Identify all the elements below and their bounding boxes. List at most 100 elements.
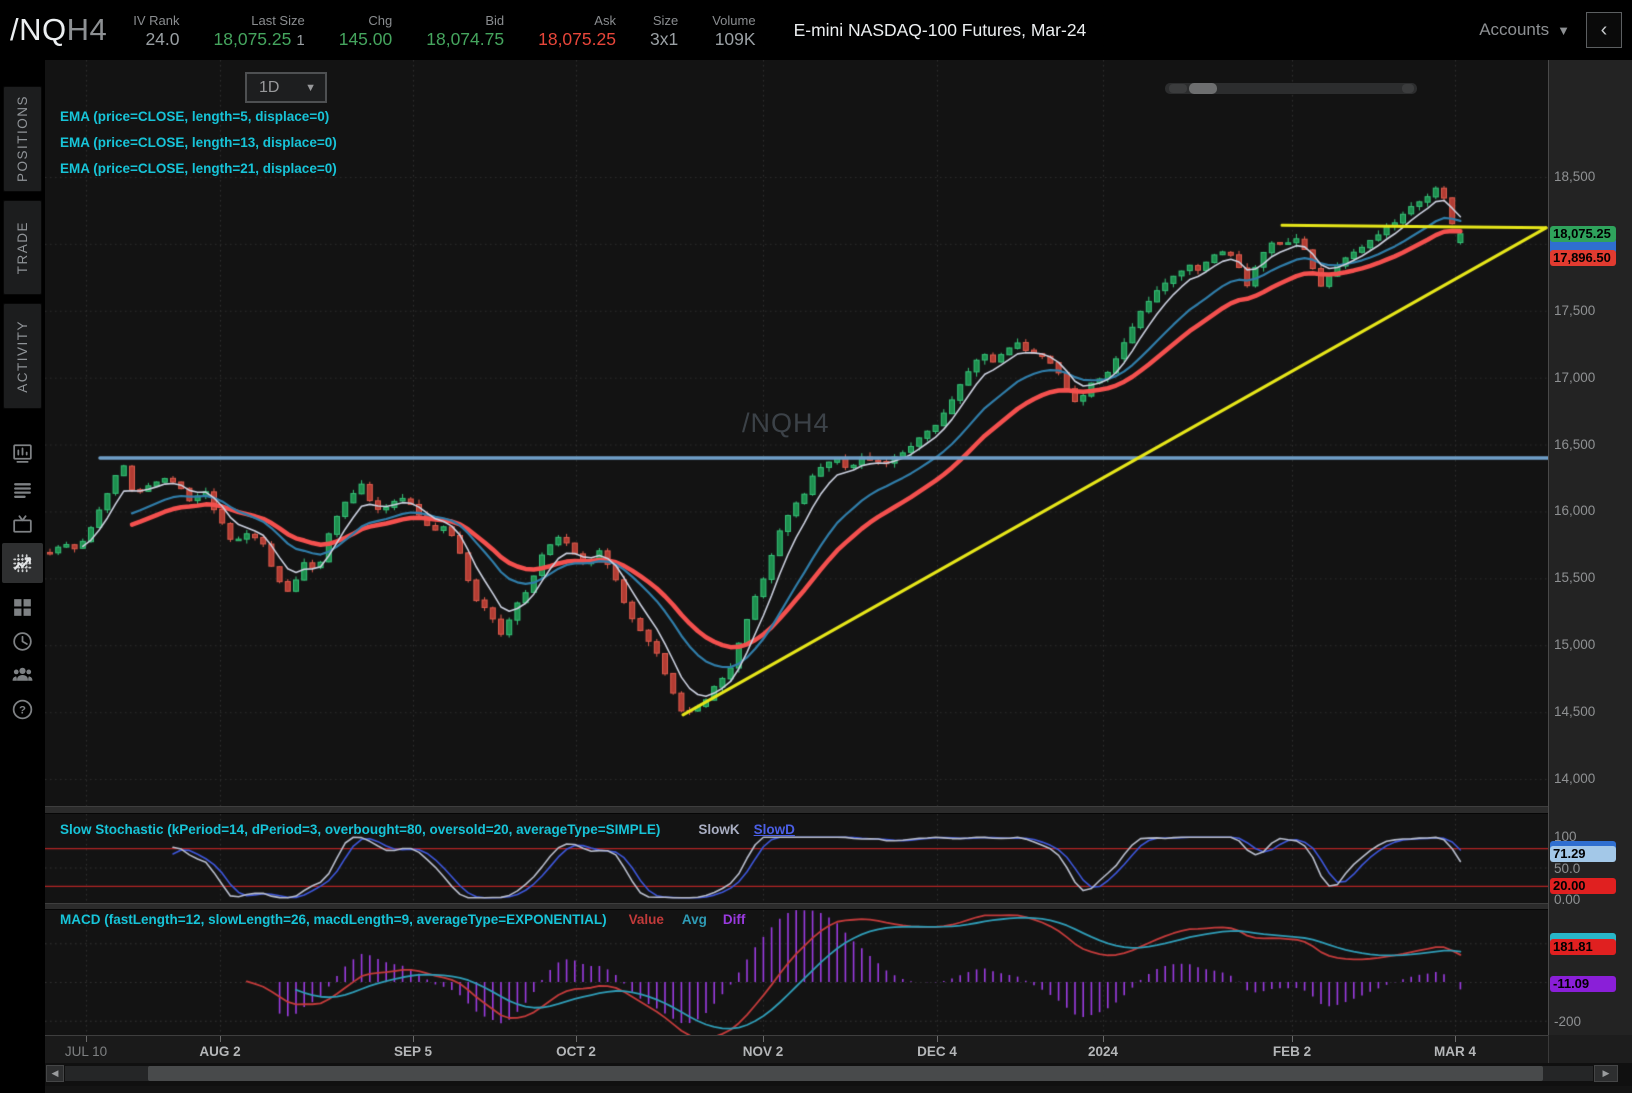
stat-value-size: 3x1 [649, 28, 679, 49]
stat-value-chg: 145.00 [338, 28, 393, 49]
timeframe-value: 1D [259, 78, 280, 96]
symbol-root: /NQ [10, 12, 67, 47]
stat-value-iv-rank: 24.0 [145, 28, 180, 49]
price-tick-15000: 15,000 [1554, 637, 1596, 653]
time-tick-mar-4: MAR 4 [1433, 1044, 1477, 1059]
time-tick-sep-5: SEP 5 [393, 1044, 433, 1059]
oversold-badge: 20.00 [1550, 878, 1616, 895]
price-tick-14500: 14,500 [1554, 704, 1596, 720]
people-icon[interactable] [0, 657, 45, 691]
accounts-dropdown[interactable]: Accounts ▼ [1479, 20, 1570, 40]
sidebar-tab-trade[interactable]: TRADE [3, 200, 42, 295]
time-tick-dec-4: DEC 4 [917, 1044, 957, 1059]
time-tick-mark [1455, 1036, 1456, 1042]
news-chart-icon[interactable] [0, 435, 45, 469]
instrument-title: E-mini NASDAQ-100 Futures, Mar-24 [793, 19, 1087, 40]
price-tick-17000: 17,000 [1554, 369, 1596, 385]
help-icon[interactable]: ? [0, 692, 45, 726]
sidebar-tab-label: ACTIVITY [15, 319, 30, 393]
time-tick-mark [413, 1036, 414, 1042]
grid-icon[interactable] [0, 590, 45, 624]
time-tick-mark [1103, 1036, 1104, 1042]
stoch-tick-50: 50.0 [1554, 860, 1581, 876]
pane-divider-2[interactable] [45, 903, 1548, 910]
time-tick-mark [86, 1036, 87, 1042]
zoom-slider-segment [1169, 84, 1187, 93]
chart-grid-icon[interactable] [2, 543, 43, 583]
macd-legend-row: MACD (fastLength=12, slowLength=26, macd… [60, 912, 745, 927]
zoom-slider-cap [1402, 84, 1414, 93]
macd-pane-canvas[interactable] [45, 910, 1548, 1035]
stoch-tick-100: 100 [1554, 829, 1577, 844]
price-tick-16500: 16,500 [1554, 436, 1596, 452]
ema21-study-label[interactable]: EMA (price=CLOSE, length=21, displace=0) [60, 161, 337, 176]
price-axis-gutter[interactable] [1548, 60, 1632, 1035]
time-axis[interactable]: JUL 10 AUG 2 SEP 5 OCT 2 NOV 2 DEC 4 2024 FEB 2… [45, 1035, 1548, 1063]
stat-iv-rank: IV Rank 24.0 [133, 9, 179, 52]
header-right: Accounts ▼ ‹ [1479, 12, 1622, 48]
horizontal-scrollbar: ◀ ▶ [45, 1063, 1632, 1086]
list-icon[interactable] [0, 472, 45, 506]
scroll-right-button[interactable]: ▶ [1594, 1065, 1618, 1082]
time-tick-2024: 2024 [1087, 1044, 1119, 1059]
history-clock-icon[interactable] [0, 624, 45, 658]
ema13-study-label[interactable]: EMA (price=CLOSE, length=13, displace=0) [60, 135, 337, 150]
stoch-tick-0: 0.00 [1554, 892, 1581, 907]
tv-icon[interactable] [0, 507, 45, 541]
left-sidebar: POSITIONS TRADE ACTIVITY? [0, 60, 45, 1093]
time-tick-aug-2: AUG 2 [199, 1044, 241, 1059]
macd-study-label[interactable]: MACD (fastLength=12, slowLength=26, macd… [60, 912, 607, 927]
arrow-left-icon: ◀ [51, 1068, 59, 1078]
scrollbar-thumb[interactable] [148, 1066, 1543, 1081]
chevron-down-icon: ▼ [1557, 22, 1570, 38]
sidebar-tab-label: TRADE [15, 220, 30, 275]
pane-divider-1[interactable] [45, 806, 1548, 814]
symbol-contract: H4 [66, 12, 108, 47]
sidebar-tab-label: POSITIONS [15, 95, 30, 183]
header: /NQH4 IV Rank 24.0 Last Size 18,075.25 1 Chg 1… [0, 0, 1632, 60]
price-tick-15500: 15,500 [1554, 570, 1596, 586]
price-tick-16000: 16,000 [1554, 503, 1596, 519]
stochastic-study-label[interactable]: Slow Stochastic (kPeriod=14, dPeriod=3, … [60, 822, 661, 837]
svg-text:?: ? [19, 704, 26, 716]
stat-value-ask: 18,075.25 [538, 28, 616, 49]
slowd-legend[interactable]: SlowD [753, 822, 795, 837]
symbol-watermark: /NQH4 [742, 408, 830, 438]
slowk-legend[interactable]: SlowK [698, 822, 740, 837]
time-tick-nov-2: NOV 2 [742, 1044, 784, 1059]
stat-label-ask: Ask [594, 12, 616, 28]
symbol: /NQH4 [10, 12, 107, 48]
scroll-left-button[interactable]: ◀ [46, 1065, 64, 1082]
stat-volume: Volume 109K [712, 9, 755, 52]
ema21-value-badge: 17,896.50 [1550, 249, 1616, 266]
slowk-value-badge: 71.29 [1550, 846, 1616, 863]
price-tick-17500: 17,500 [1554, 302, 1596, 318]
arrow-right-icon: ▶ [1602, 1068, 1610, 1078]
sidebar-tab-activity[interactable]: ACTIVITY [3, 303, 42, 409]
macd-value-legend[interactable]: Value [628, 912, 664, 927]
ema5-study-label[interactable]: EMA (price=CLOSE, length=5, displace=0) [60, 109, 330, 124]
time-zoom-slider[interactable] [1165, 83, 1417, 94]
time-tick-mark [937, 1036, 938, 1042]
macd-diff-legend[interactable]: Diff [722, 912, 746, 927]
zoom-slider-thumb[interactable] [1189, 83, 1217, 94]
sidebar-tab-positions[interactable]: POSITIONS [3, 86, 42, 192]
stat-label-bid: Bid [485, 12, 505, 28]
price-chart-canvas[interactable] [45, 60, 1548, 806]
collapse-panel-button[interactable]: ‹ [1586, 12, 1622, 48]
macd-value-badge: 181.81 [1550, 938, 1616, 955]
stat-label-last-size: Last Size [251, 12, 305, 28]
stochastic-legend-row: Slow Stochastic (kPeriod=14, dPeriod=3, … [60, 822, 795, 837]
stochastic-pane-canvas[interactable] [45, 814, 1548, 903]
last-price-badge: 18,075.25 [1550, 225, 1616, 242]
axis-corner [1548, 1035, 1632, 1063]
time-tick-mark [1292, 1036, 1293, 1042]
price-tick-18500: 18,500 [1554, 169, 1596, 184]
macd-avg-legend[interactable]: Avg [681, 912, 707, 927]
timeframe-dropdown[interactable]: 1D ▼ [245, 72, 327, 103]
stat-bid: Bid 18,074.75 [426, 9, 504, 52]
stat-label-size: Size [652, 12, 679, 28]
stat-last-size: Last Size 18,075.25 1 [214, 9, 305, 52]
accounts-label: Accounts [1479, 20, 1550, 39]
